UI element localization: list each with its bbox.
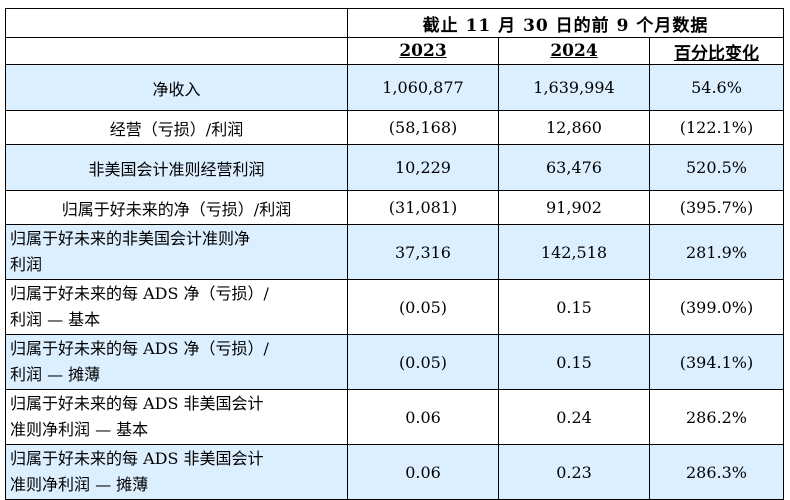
table-row-non-gaap-eps-basic: 归属于好未来的每 ADS 非美国会计 准则净利润 — 基本 0.06 0.24 … bbox=[5, 389, 784, 445]
table-row-non-gaap-operating-income: 非美国会计准则经营利润 10,229 63,476 520.5% bbox=[5, 144, 784, 191]
financial-summary-table: 截止 11 月 30 日的前 9 个月数据 2023 2024 百分比变化 净收… bbox=[5, 8, 784, 500]
table-row-net-revenue: 净收入 1,060,877 1,639,994 54.6% bbox=[5, 64, 784, 111]
value-change: 286.3% bbox=[649, 444, 784, 500]
value-2023: 37,316 bbox=[347, 224, 499, 280]
value-2024: 0.24 bbox=[498, 389, 650, 445]
row-label: 归属于好未来的每 ADS 非美国会计 准则净利润 — 摊薄 bbox=[5, 444, 348, 500]
value-change: (395.7%) bbox=[649, 190, 784, 225]
column-header-2023: 2023 bbox=[347, 37, 499, 65]
row-label-line1: 归属于好未来的每 ADS 非美国会计 bbox=[10, 394, 264, 413]
value-change: 281.9% bbox=[649, 224, 784, 280]
value-2023: 1,060,877 bbox=[347, 64, 499, 111]
value-change: 286.2% bbox=[649, 389, 784, 445]
value-2023: (0.05) bbox=[347, 334, 499, 390]
row-label: 经营（亏损）/利润 bbox=[5, 110, 348, 145]
value-change: 54.6% bbox=[649, 64, 784, 111]
value-2023: (31,081) bbox=[347, 190, 499, 225]
value-2023: 0.06 bbox=[347, 444, 499, 500]
table-row-eps-diluted: 归属于好未来的每 ADS 净（亏损）/ 利润 — 摊薄 (0.05) 0.15 … bbox=[5, 334, 784, 390]
period-header: 截止 11 月 30 日的前 9 个月数据 bbox=[347, 8, 784, 38]
value-2023: (0.05) bbox=[347, 279, 499, 335]
table-row-eps-basic: 归属于好未来的每 ADS 净（亏损）/ 利润 — 基本 (0.05) 0.15 … bbox=[5, 279, 784, 335]
value-2024: 0.15 bbox=[498, 334, 650, 390]
value-2024: 63,476 bbox=[498, 144, 650, 191]
header-row-period: 截止 11 月 30 日的前 9 个月数据 bbox=[5, 8, 784, 38]
row-label: 归属于好未来的每 ADS 净（亏损）/ 利润 — 基本 bbox=[5, 279, 348, 335]
row-label-line2: 利润 — 摊薄 bbox=[10, 365, 101, 384]
row-label: 非美国会计准则经营利润 bbox=[5, 144, 348, 191]
row-label: 归属于好未来的每 ADS 非美国会计 准则净利润 — 基本 bbox=[5, 389, 348, 445]
row-label-line1: 归属于好未来的非美国会计准则净 bbox=[10, 229, 251, 248]
header-row-columns: 2023 2024 百分比变化 bbox=[5, 37, 784, 65]
value-2023: 10,229 bbox=[347, 144, 499, 191]
row-label: 归属于好未来的净（亏损）/利润 bbox=[5, 190, 348, 225]
row-label: 归属于好未来的非美国会计准则净 利润 bbox=[5, 224, 348, 280]
value-2024: 91,902 bbox=[498, 190, 650, 225]
value-2024: 1,639,994 bbox=[498, 64, 650, 111]
row-label-line2: 利润 bbox=[10, 255, 43, 274]
row-label-line1: 归属于好未来的每 ADS 净（亏损）/ bbox=[10, 339, 269, 358]
row-label-line1: 归属于好未来的每 ADS 非美国会计 bbox=[10, 449, 264, 468]
column-header-change: 百分比变化 bbox=[649, 37, 784, 65]
row-label-line1: 归属于好未来的每 ADS 净（亏损）/ bbox=[10, 284, 269, 303]
value-2023: (58,168) bbox=[347, 110, 499, 145]
table-row-net-income: 归属于好未来的净（亏损）/利润 (31,081) 91,902 (395.7%) bbox=[5, 190, 784, 225]
value-2023: 0.06 bbox=[347, 389, 499, 445]
value-2024: 0.23 bbox=[498, 444, 650, 500]
row-label: 净收入 bbox=[5, 64, 348, 111]
table-row-operating-income: 经营（亏损）/利润 (58,168) 12,860 (122.1%) bbox=[5, 110, 784, 145]
header-corner-cell-2 bbox=[5, 37, 348, 65]
value-change: (394.1%) bbox=[649, 334, 784, 390]
table-row-non-gaap-eps-diluted: 归属于好未来的每 ADS 非美国会计 准则净利润 — 摊薄 0.06 0.23 … bbox=[5, 444, 784, 500]
row-label-line2: 利润 — 基本 bbox=[10, 310, 101, 329]
row-label: 归属于好未来的每 ADS 净（亏损）/ 利润 — 摊薄 bbox=[5, 334, 348, 390]
column-header-2024: 2024 bbox=[498, 37, 650, 65]
row-label-line2: 准则净利润 — 摊薄 bbox=[10, 475, 149, 494]
value-2024: 142,518 bbox=[498, 224, 650, 280]
header-corner-cell bbox=[5, 8, 348, 38]
row-label-line2: 准则净利润 — 基本 bbox=[10, 420, 149, 439]
value-change: (122.1%) bbox=[649, 110, 784, 145]
value-2024: 12,860 bbox=[498, 110, 650, 145]
value-change: (399.0%) bbox=[649, 279, 784, 335]
value-change: 520.5% bbox=[649, 144, 784, 191]
value-2024: 0.15 bbox=[498, 279, 650, 335]
table-row-non-gaap-net-income: 归属于好未来的非美国会计准则净 利润 37,316 142,518 281.9% bbox=[5, 224, 784, 280]
